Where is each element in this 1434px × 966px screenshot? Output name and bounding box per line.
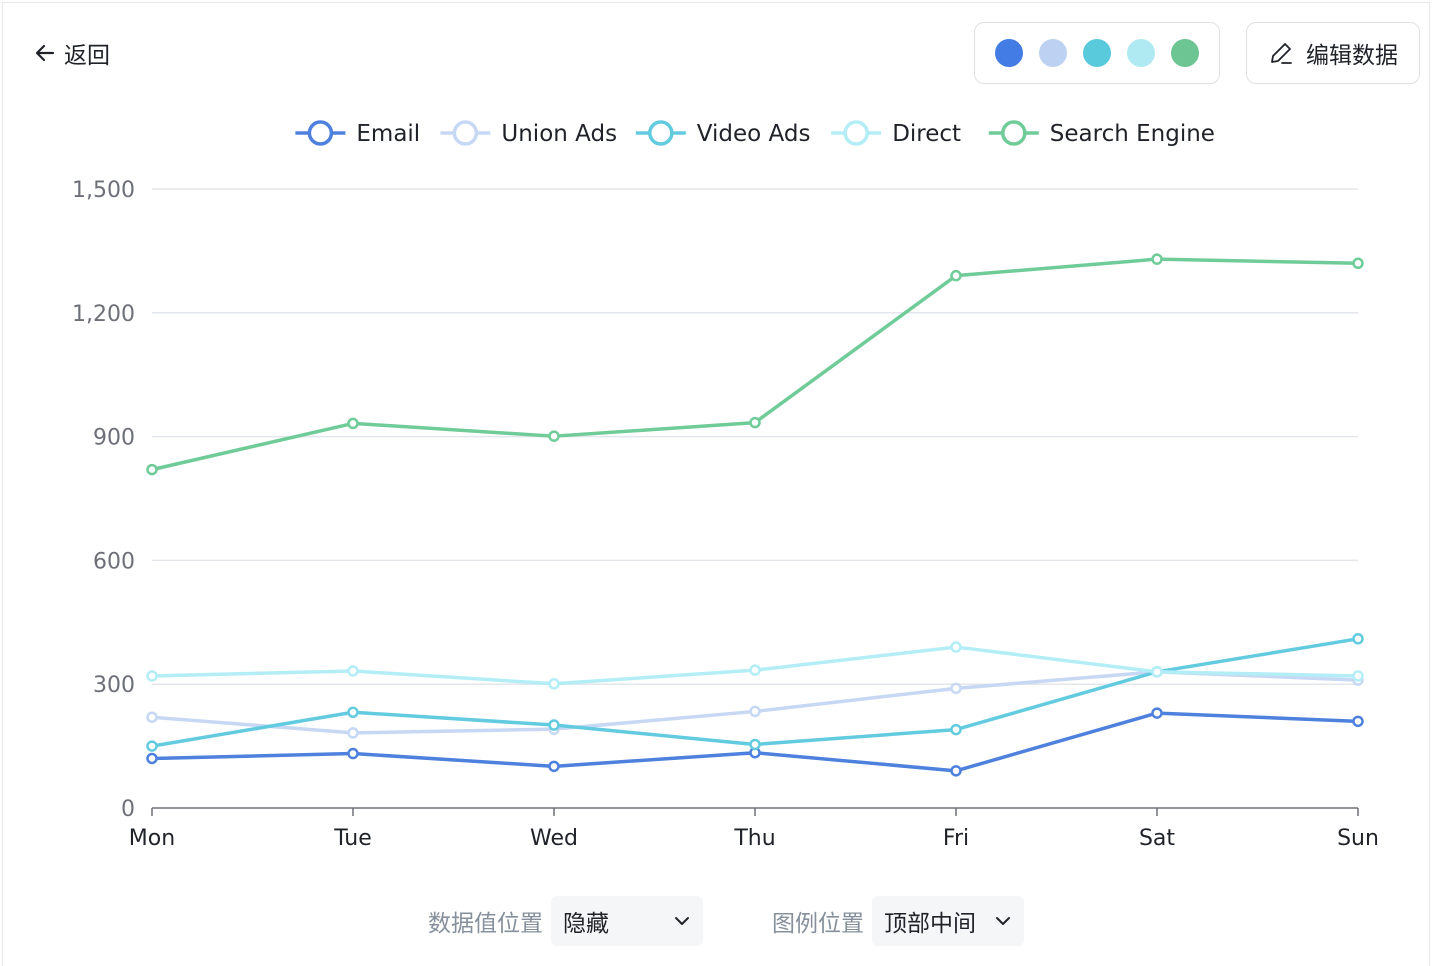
data-point — [548, 719, 560, 731]
color-palette-picker[interactable] — [974, 22, 1220, 84]
data-point — [548, 678, 560, 690]
legend-position-label: 图例位置 — [772, 911, 864, 937]
y-tick-label: 600 — [93, 549, 135, 574]
legend-item[interactable]: Search Engine — [988, 120, 1215, 147]
data-point — [146, 752, 158, 765]
legend-label: Direct — [892, 121, 961, 147]
edit-data-button[interactable]: 编辑数据 — [1246, 22, 1420, 84]
legend-marker — [843, 120, 869, 146]
data-point — [146, 670, 158, 682]
data-label-position-value: 隐藏 — [563, 911, 609, 937]
data-point — [950, 723, 962, 736]
legend-label: Email — [356, 121, 420, 147]
series-line — [150, 670, 1360, 735]
legend-marker — [1001, 120, 1027, 146]
data-label-position-label: 数据值位置 — [428, 911, 543, 937]
y-tick-label: 0 — [121, 797, 135, 822]
palette-swatch[interactable] — [1171, 39, 1199, 67]
data-point — [1151, 707, 1163, 719]
data-point — [749, 705, 761, 718]
data-point — [950, 682, 962, 695]
data-point — [749, 664, 761, 676]
data-point — [347, 747, 359, 760]
legend-marker — [452, 120, 479, 146]
data-point — [1352, 670, 1364, 682]
palette-swatch[interactable] — [1127, 39, 1155, 67]
x-tick-label: Thu — [733, 826, 775, 851]
y-tick-label: 900 — [93, 426, 135, 451]
data-point — [950, 641, 962, 653]
x-tick-label: Fri — [943, 826, 969, 851]
data-point — [749, 416, 761, 429]
data-point — [1352, 633, 1364, 645]
pencil-icon — [1271, 43, 1292, 64]
legend-label: Search Engine — [1050, 121, 1215, 147]
x-tick-label: Wed — [530, 826, 578, 851]
palette-swatch[interactable] — [995, 39, 1023, 67]
legend-position-select[interactable]: 顶部中间 — [872, 896, 1024, 946]
legend-marker — [648, 120, 674, 146]
data-point — [146, 711, 158, 723]
legend-item[interactable]: Union Ads — [440, 120, 617, 147]
line-chart: 0 300 600 900 1,200 1,500 Mon Tue Wed Thu Fri Sat Su… — [72, 120, 1379, 851]
x-tick-label: Sat — [1139, 826, 1175, 851]
edit-data-label: 编辑数据 — [1306, 43, 1398, 69]
legend-label: Video Ads — [697, 121, 811, 147]
data-point — [347, 727, 359, 739]
data-point — [146, 463, 158, 476]
legend-marker — [307, 120, 334, 146]
series-line — [150, 257, 1360, 472]
data-point — [347, 665, 359, 677]
data-point — [347, 417, 359, 430]
data-point — [146, 740, 158, 752]
data-point — [347, 706, 359, 719]
x-tick-label: Tue — [333, 826, 372, 851]
data-point — [548, 760, 560, 773]
data-point — [749, 738, 761, 751]
back-button[interactable]: 返回 — [34, 36, 110, 70]
palette-swatch[interactable] — [1083, 39, 1111, 67]
legend-item[interactable]: Video Ads — [635, 120, 811, 147]
data-point — [1352, 715, 1364, 728]
data-point — [1151, 253, 1163, 265]
chevron-down-icon — [675, 917, 689, 925]
legend-position-value: 顶部中间 — [884, 911, 976, 937]
data-label-position-select[interactable]: 隐藏 — [551, 896, 703, 946]
y-tick-label: 1,500 — [72, 178, 135, 203]
x-tick-label: Sun — [1337, 826, 1379, 851]
y-tick-label: 300 — [93, 673, 135, 698]
legend-position-control: 图例位置 顶部中间 — [772, 896, 1024, 946]
chevron-down-icon — [996, 917, 1010, 925]
arrow-left-icon — [35, 44, 55, 62]
legend-item[interactable]: Email — [295, 120, 420, 147]
palette-swatch[interactable] — [1039, 39, 1067, 67]
legend-label: Union Ads — [501, 121, 617, 147]
data-point — [548, 430, 560, 442]
data-point — [950, 765, 962, 777]
back-label: 返回 — [64, 43, 110, 69]
data-point — [950, 269, 962, 282]
y-tick-label: 1,200 — [72, 302, 135, 327]
legend-item[interactable]: Direct — [831, 120, 961, 147]
data-point — [1352, 257, 1364, 270]
x-tick-label: Mon — [129, 826, 175, 851]
data-point — [1151, 666, 1163, 678]
data-label-position-control: 数据值位置 隐藏 — [428, 896, 703, 946]
